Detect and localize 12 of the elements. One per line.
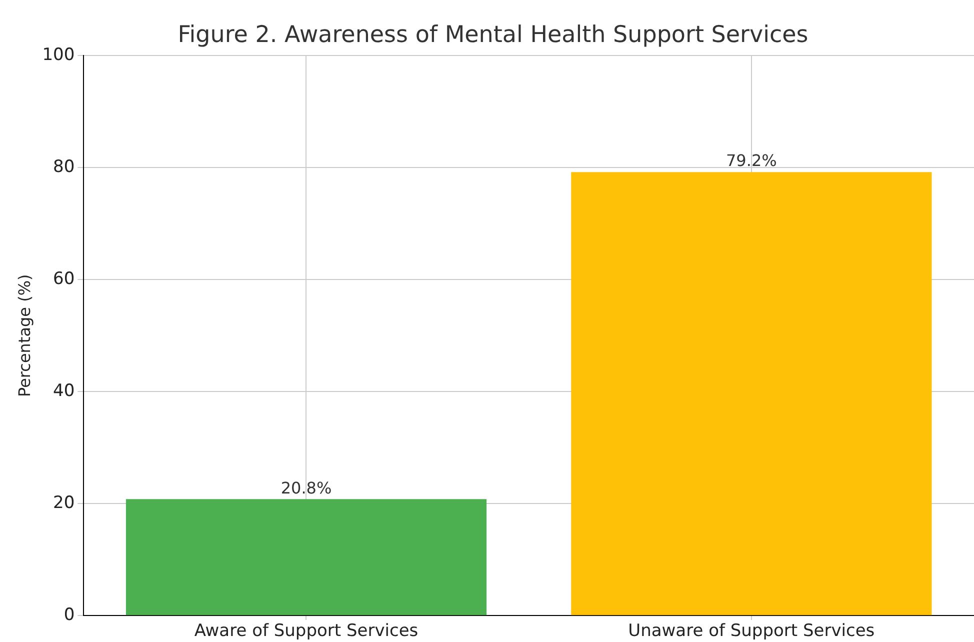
y-tick-label: 80: [53, 157, 75, 178]
x-tick-label: Unaware of Support Services: [628, 621, 875, 642]
x-tick-label: Aware of Support Services: [194, 621, 418, 642]
y-axis-title: Percentage (%): [14, 274, 34, 397]
y-tick-label: 100: [42, 45, 75, 66]
y-tick-label: 60: [53, 269, 75, 290]
y-tick-label: 40: [53, 381, 75, 402]
y-tick-label: 20: [53, 493, 75, 514]
chart-title: Figure 2. Awareness of Mental Health Support Services: [178, 22, 808, 48]
data-label: 20.8%: [280, 478, 332, 498]
y-tick-label: 0: [64, 605, 75, 626]
data-label: 79.2%: [726, 151, 777, 170]
